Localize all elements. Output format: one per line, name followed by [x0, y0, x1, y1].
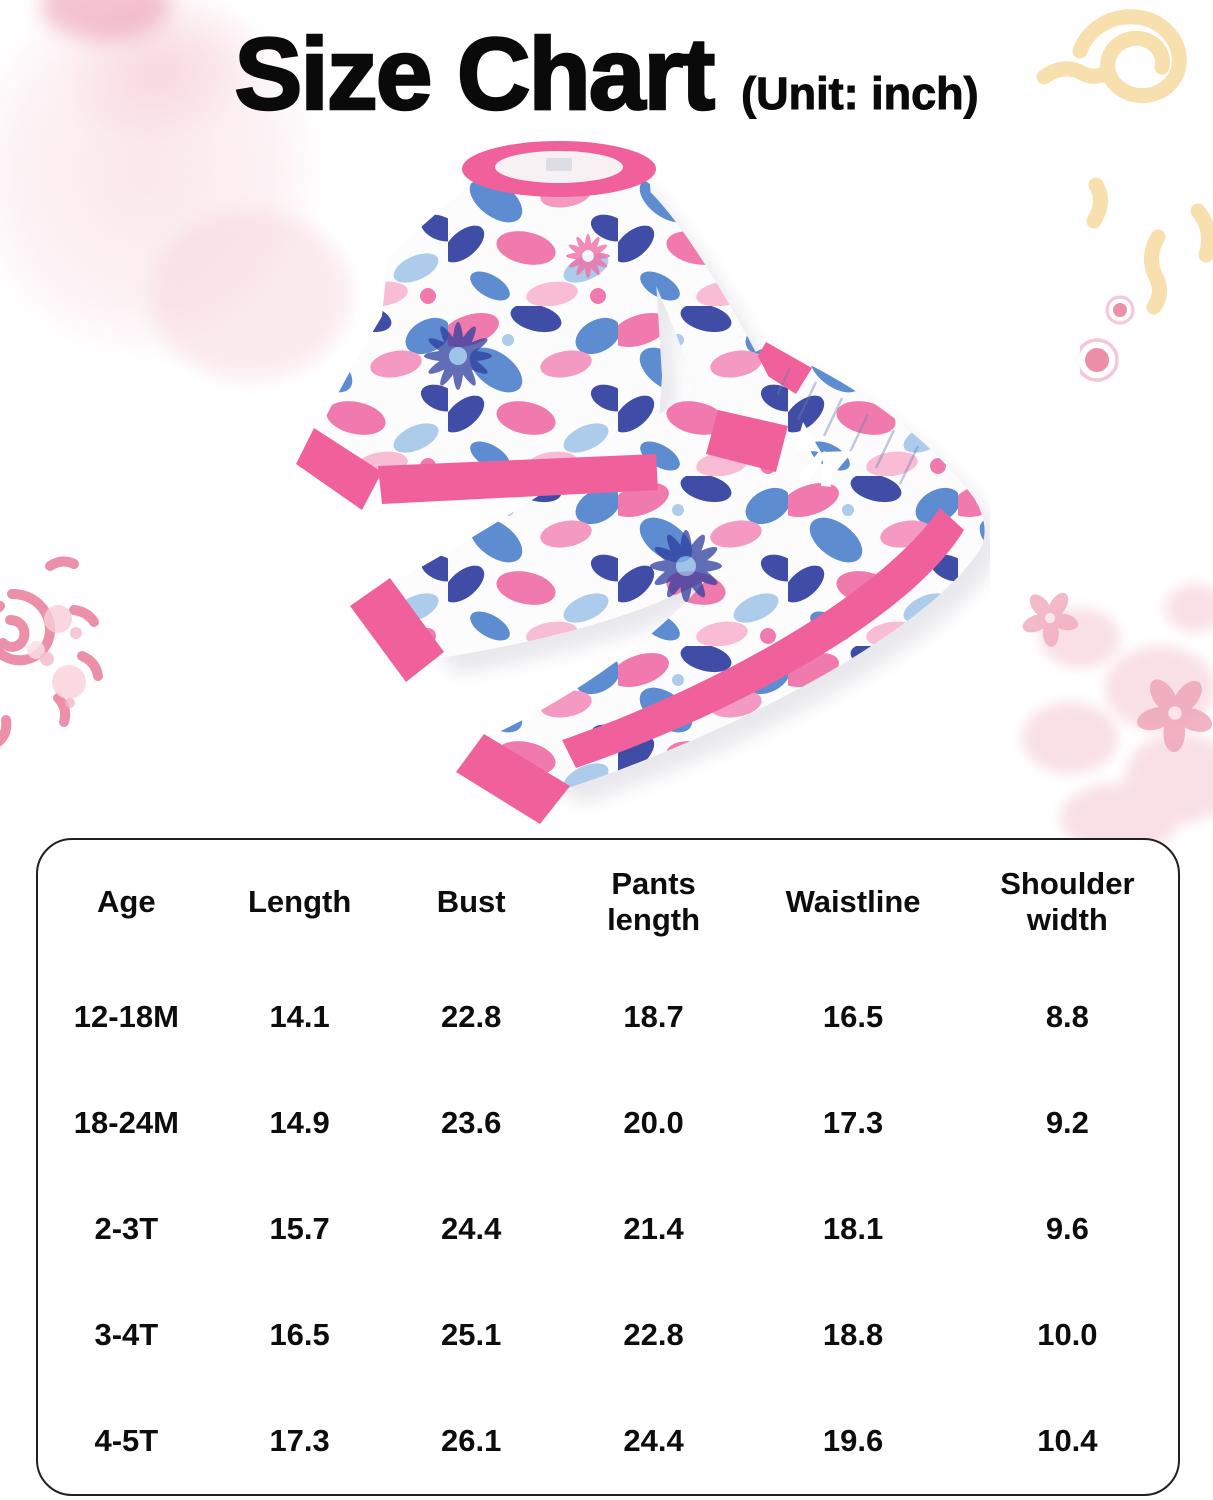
size-cell: 25.1	[441, 1317, 502, 1353]
size-cell: 20.0	[623, 1105, 684, 1141]
col-header-bust: Bust	[436, 884, 506, 920]
shirt-cuff	[296, 428, 382, 510]
pants-waist-trim	[752, 342, 812, 394]
page-header: Size Chart (Unit: inch)	[0, 16, 1213, 133]
pants-side-stripe	[562, 508, 964, 768]
size-table: Age Length Bust Pants length Waistline S…	[38, 840, 1178, 1494]
tie-dye-burst	[650, 530, 722, 602]
size-cell: 22.8	[441, 999, 502, 1035]
size-cell: 8.8	[1045, 999, 1089, 1035]
col-header-waistline: Waistline	[785, 884, 921, 920]
size-cell: 16.5	[269, 1317, 330, 1353]
size-cell: 19.6	[822, 1423, 884, 1459]
size-cell: 17.3	[269, 1423, 330, 1459]
size-cell: 18.1	[822, 1211, 884, 1247]
size-cell: 23.6	[441, 1105, 502, 1141]
tie-dye-burst	[424, 322, 492, 390]
size-cell: 10.4	[1037, 1423, 1098, 1459]
size-cell: 14.1	[269, 999, 330, 1035]
pants-cuff	[456, 734, 570, 824]
size-cell: 26.1	[441, 1423, 502, 1459]
watercolor-splash	[150, 210, 350, 380]
shirt-hem-band	[378, 454, 658, 504]
tie-dye-sweatshirt	[296, 141, 788, 510]
unit-label: (Unit: inch)	[741, 68, 979, 120]
shirt-cuff	[706, 410, 788, 472]
col-header-age: Age	[97, 884, 156, 920]
sun-doodle-icon	[1036, 9, 1213, 315]
size-cell: 18.7	[623, 999, 684, 1035]
size-row-label: 3-4T	[94, 1317, 159, 1353]
size-cell: 16.5	[822, 999, 884, 1035]
pink-dots-cluster	[27, 605, 86, 708]
tie-dye-burst	[565, 233, 611, 279]
size-cell: 9.2	[1045, 1105, 1089, 1141]
size-row-label: 12-18M	[73, 999, 179, 1035]
size-row-label: 4-5T	[94, 1423, 159, 1459]
size-cell: 21.4	[623, 1211, 684, 1247]
size-row-label: 2-3T	[94, 1211, 159, 1247]
col-header-length: Length	[247, 884, 352, 920]
target-dots-icon	[1080, 295, 1135, 382]
size-cell: 22.8	[623, 1317, 684, 1353]
pants-cuff	[350, 578, 444, 682]
product-photo	[296, 141, 990, 824]
flower-watercolor	[1022, 584, 1213, 848]
size-cell: 10.0	[1037, 1317, 1098, 1353]
size-cell: 24.4	[441, 1211, 502, 1247]
drawstring-bow	[795, 422, 854, 487]
size-cell: 17.3	[822, 1105, 884, 1141]
size-cell: 9.6	[1045, 1211, 1089, 1247]
collar-tag	[546, 158, 572, 171]
size-cell: 14.9	[269, 1105, 330, 1141]
col-header-pants-length: Pants length	[607, 866, 701, 937]
size-cell: 18.8	[822, 1317, 884, 1353]
size-cell: 24.4	[623, 1423, 684, 1459]
page-title: Size Chart	[233, 16, 716, 133]
size-chart-card: Age Length Bust Pants length Waistline S…	[36, 838, 1180, 1496]
col-header-shoulder-width: Shoulder width	[1000, 866, 1135, 937]
size-row-label: 18-24M	[73, 1105, 179, 1141]
size-cell: 15.7	[269, 1211, 330, 1247]
